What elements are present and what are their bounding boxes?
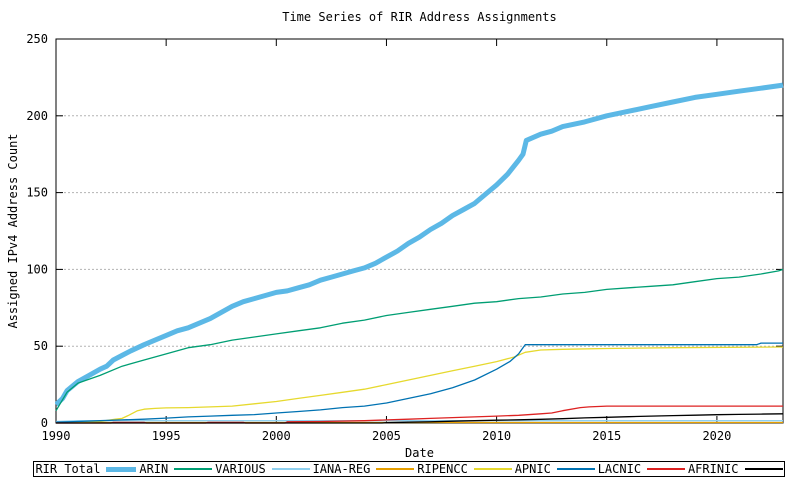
legend-item-various: VARIOUS <box>215 463 310 475</box>
legend-line-sample-rir-total <box>106 466 137 472</box>
y-tick-label-0: 0 <box>41 416 48 430</box>
legend-item-rir-total: RIR Total <box>35 462 137 476</box>
legend-label-lacnic: LACNIC <box>597 462 642 476</box>
series-line-rir-total <box>55 82 784 407</box>
legend-item-iana-reg: IANA-REG <box>313 463 415 475</box>
legend-label-rir-total: RIR Total <box>35 462 101 476</box>
x-tick-label-2010: 2010 <box>482 429 511 443</box>
legend-line-sample-arin <box>174 468 213 470</box>
y-tick-label-100: 100 <box>26 262 48 276</box>
legend-line-sample-afrinic <box>744 468 783 470</box>
x-tick-label-2020: 2020 <box>702 429 731 443</box>
legend-label-ripencc: RIPENCC <box>417 462 468 476</box>
legend-line-sample-lacnic <box>647 468 686 470</box>
legend-item-arin: ARIN <box>139 462 213 476</box>
legend-line-sample-various <box>271 468 310 470</box>
legend-label-various: VARIOUS <box>215 462 266 476</box>
x-tick-label-2015: 2015 <box>592 429 621 443</box>
legend-item-lacnic: LACNIC <box>597 462 686 476</box>
legend: RIR Total ARIN VARIOUS IANA-REG RIPENCC APNIC… <box>33 461 785 477</box>
x-tick-label-1995: 1995 <box>152 429 181 443</box>
plot-border <box>55 38 784 424</box>
x-axis-label: Date <box>405 446 434 460</box>
x-tick-label-2000: 2000 <box>262 429 291 443</box>
series-line-apnic <box>55 342 783 423</box>
legend-line-sample-apnic <box>556 468 595 470</box>
y-tick-label-150: 150 <box>26 186 48 200</box>
legend-line-sample-iana-reg <box>376 468 415 470</box>
series-line-afrinic <box>56 413 784 424</box>
legend-label-arin: ARIN <box>139 462 169 476</box>
legend-item-ripencc: RIPENCC <box>417 463 512 475</box>
y-tick-label-50: 50 <box>34 339 48 353</box>
legend-item-apnic: APNIC <box>515 463 595 475</box>
legend-item-afrinic: AFRINIC <box>688 463 783 475</box>
y-tick-label-200: 200 <box>26 109 48 123</box>
series-line-various <box>55 420 783 423</box>
x-tick-label-2005: 2005 <box>372 429 401 443</box>
legend-label-iana-reg: IANA-REG <box>312 462 371 476</box>
y-tick-label-250: 250 <box>26 32 48 46</box>
legend-label-afrinic: AFRINIC <box>687 462 739 476</box>
series-line-ripencc <box>55 346 784 424</box>
x-tick-label-1990: 1990 <box>42 429 71 443</box>
chart-title: Time Series of RIR Address Assignments <box>282 10 557 24</box>
legend-label-apnic: APNIC <box>514 462 551 476</box>
legend-line-sample-ripencc <box>473 468 512 470</box>
series-line-arin <box>55 268 784 412</box>
